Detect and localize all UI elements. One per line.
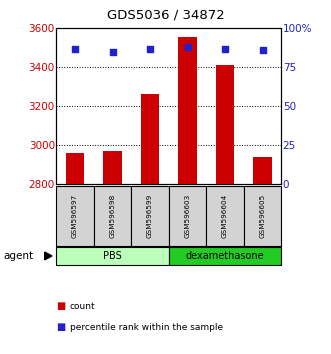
- Text: GSM596603: GSM596603: [185, 194, 191, 238]
- Point: [147, 46, 153, 51]
- Bar: [178, 37, 197, 184]
- Bar: [103, 151, 122, 184]
- Text: GSM596597: GSM596597: [72, 194, 78, 238]
- Text: GSM596599: GSM596599: [147, 194, 153, 238]
- Text: GDS5036 / 34872: GDS5036 / 34872: [107, 9, 224, 22]
- Bar: [66, 153, 84, 184]
- Bar: [216, 65, 234, 184]
- Text: PBS: PBS: [103, 251, 122, 261]
- Point: [72, 46, 78, 51]
- Point: [110, 49, 115, 55]
- Text: GSM596598: GSM596598: [110, 194, 116, 238]
- Bar: [141, 93, 160, 184]
- Bar: [253, 157, 272, 184]
- Text: agent: agent: [3, 251, 33, 261]
- Text: percentile rank within the sample: percentile rank within the sample: [70, 323, 223, 332]
- Text: ■: ■: [56, 301, 66, 311]
- Point: [222, 46, 228, 51]
- Text: count: count: [70, 302, 95, 311]
- Point: [260, 47, 265, 53]
- Text: GSM596605: GSM596605: [260, 194, 265, 238]
- Point: [185, 44, 190, 50]
- Text: ■: ■: [56, 322, 66, 332]
- Text: dexamethasone: dexamethasone: [186, 251, 264, 261]
- Text: GSM596604: GSM596604: [222, 194, 228, 238]
